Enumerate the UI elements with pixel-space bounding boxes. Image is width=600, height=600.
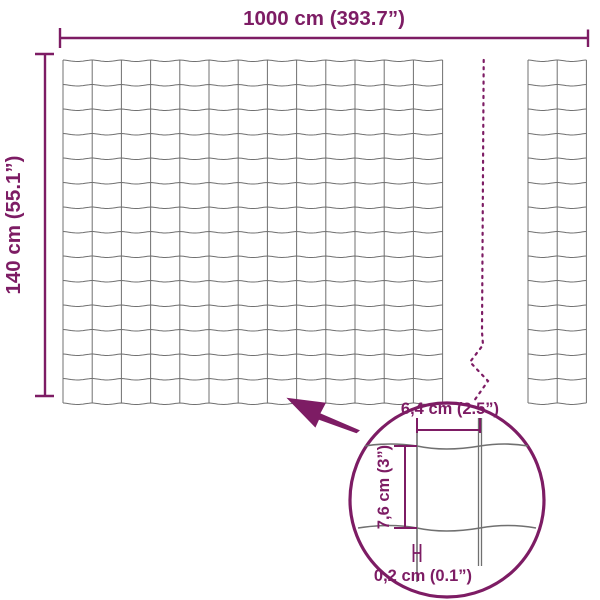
svg-text:6,4 cm (2.5”): 6,4 cm (2.5”) — [401, 400, 499, 418]
svg-text:140 cm (55.1”): 140 cm (55.1”) — [2, 155, 25, 294]
svg-text:0,2 cm (0.1”): 0,2 cm (0.1”) — [374, 567, 472, 585]
svg-text:1000 cm (393.7”): 1000 cm (393.7”) — [243, 7, 405, 30]
svg-text:7,6 cm (3”): 7,6 cm (3”) — [375, 445, 393, 529]
